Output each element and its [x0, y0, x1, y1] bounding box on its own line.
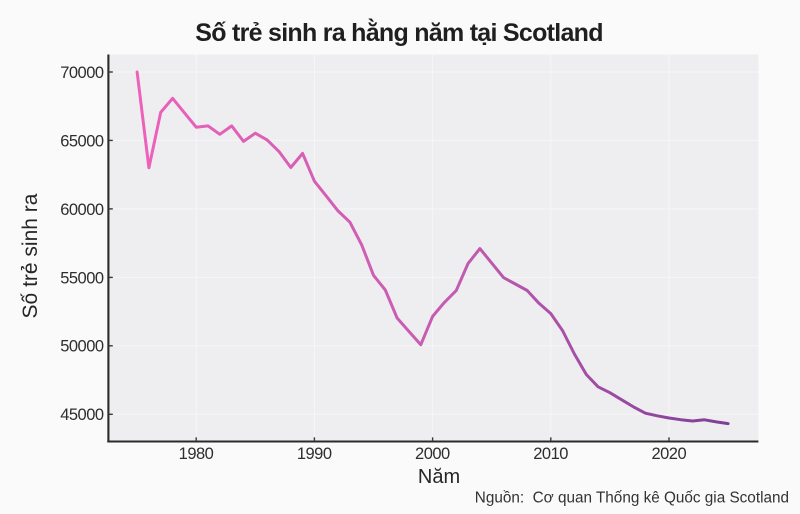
svg-text:1980: 1980	[179, 445, 214, 463]
svg-text:1990: 1990	[297, 445, 332, 463]
svg-text:45000: 45000	[60, 406, 104, 424]
svg-text:50000: 50000	[60, 338, 104, 356]
svg-text:Nguồn: Cơ quan Thống kê Quốc: Nguồn: Cơ quan Thống kê Quốc gia Scotlan…	[475, 490, 789, 507]
svg-text:2010: 2010	[533, 445, 568, 463]
svg-text:70000: 70000	[60, 64, 104, 82]
svg-text:65000: 65000	[60, 132, 104, 150]
svg-text:2000: 2000	[415, 445, 450, 463]
svg-text:Số trẻ sinh ra hằng năm tại Sc: Số trẻ sinh ra hằng năm tại Scotland	[195, 17, 603, 47]
svg-text:Số trẻ sinh ra: Số trẻ sinh ra	[19, 193, 42, 318]
svg-text:Năm: Năm	[418, 466, 460, 488]
svg-text:60000: 60000	[60, 201, 104, 219]
svg-text:2020: 2020	[651, 445, 686, 463]
svg-text:55000: 55000	[60, 269, 104, 287]
